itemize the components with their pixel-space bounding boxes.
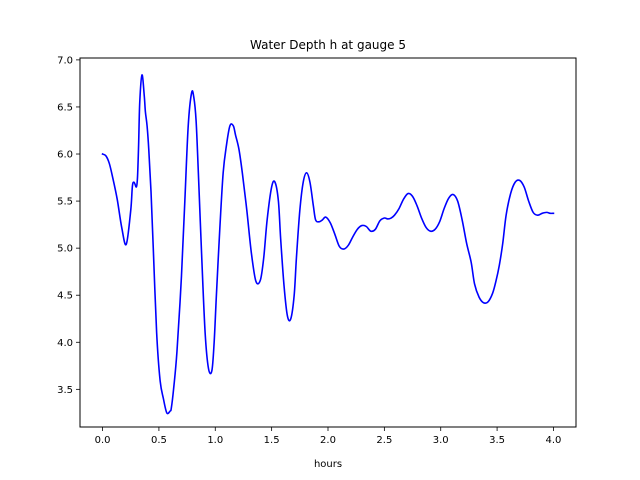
series-line-1	[101, 74, 555, 415]
axes: 0.0 0.5 1.0 1.5 2.0 2.5 3.0 3.5 4.0 3.5 4.0 4.5 5.0 5…	[57, 55, 577, 446]
y-tick-label: 5.0	[57, 244, 73, 255]
y-tick-label: 5.5	[57, 197, 73, 208]
y-tick-label: 3.5	[57, 385, 73, 396]
chart-title: Water Depth h at gauge 5	[250, 38, 406, 52]
y-tick-label: 6.5	[57, 102, 73, 113]
x-tick-label: 3.0	[433, 435, 449, 446]
plot-area	[101, 74, 555, 415]
x-tick-label: 2.0	[320, 435, 336, 446]
y-tick-label: 4.5	[57, 291, 73, 302]
x-tick-label: 0.0	[95, 435, 111, 446]
y-tick-label: 7.0	[57, 55, 73, 66]
x-tick-label: 2.5	[376, 435, 392, 446]
x-tick-label: 3.5	[489, 435, 505, 446]
x-tick-label: 0.5	[151, 435, 167, 446]
x-axis-label: hours	[314, 459, 342, 470]
y-tick-label: 6.0	[57, 150, 73, 161]
y-tick-label: 4.0	[57, 338, 73, 349]
x-tick-label: 1.0	[207, 435, 223, 446]
x-tick-label: 4.0	[546, 435, 562, 446]
x-tick-label: 1.5	[264, 435, 280, 446]
